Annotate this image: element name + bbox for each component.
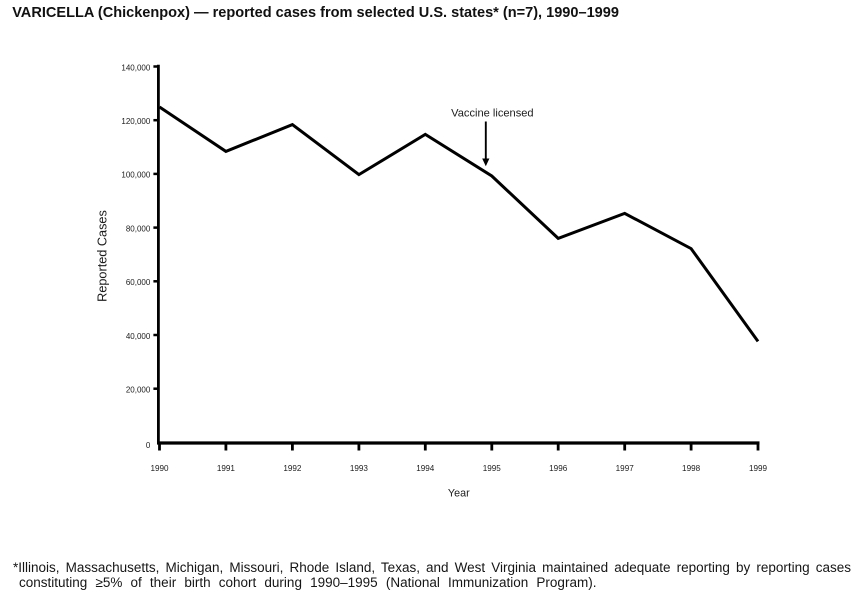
svg-text:120,000: 120,000 xyxy=(121,117,150,126)
svg-text:1996: 1996 xyxy=(549,464,568,473)
svg-text:1995: 1995 xyxy=(483,464,502,473)
svg-text:100,000: 100,000 xyxy=(121,171,150,180)
svg-text:1992: 1992 xyxy=(283,464,302,473)
svg-text:1994: 1994 xyxy=(416,464,435,473)
svg-text:60,000: 60,000 xyxy=(126,278,151,287)
svg-text:Vaccine licensed: Vaccine licensed xyxy=(451,107,533,119)
svg-text:Reported Cases: Reported Cases xyxy=(96,210,110,302)
svg-text:1997: 1997 xyxy=(616,464,635,473)
svg-text:140,000: 140,000 xyxy=(121,63,150,72)
svg-text:80,000: 80,000 xyxy=(126,224,151,233)
svg-text:1998: 1998 xyxy=(682,464,701,473)
svg-text:1990: 1990 xyxy=(150,464,169,473)
svg-text:Year: Year xyxy=(448,487,470,499)
svg-text:0: 0 xyxy=(146,441,151,450)
svg-text:20,000: 20,000 xyxy=(126,386,151,395)
svg-text:40,000: 40,000 xyxy=(126,332,151,341)
svg-text:1991: 1991 xyxy=(217,464,236,473)
svg-text:1993: 1993 xyxy=(350,464,369,473)
svg-text:1999: 1999 xyxy=(749,464,768,473)
